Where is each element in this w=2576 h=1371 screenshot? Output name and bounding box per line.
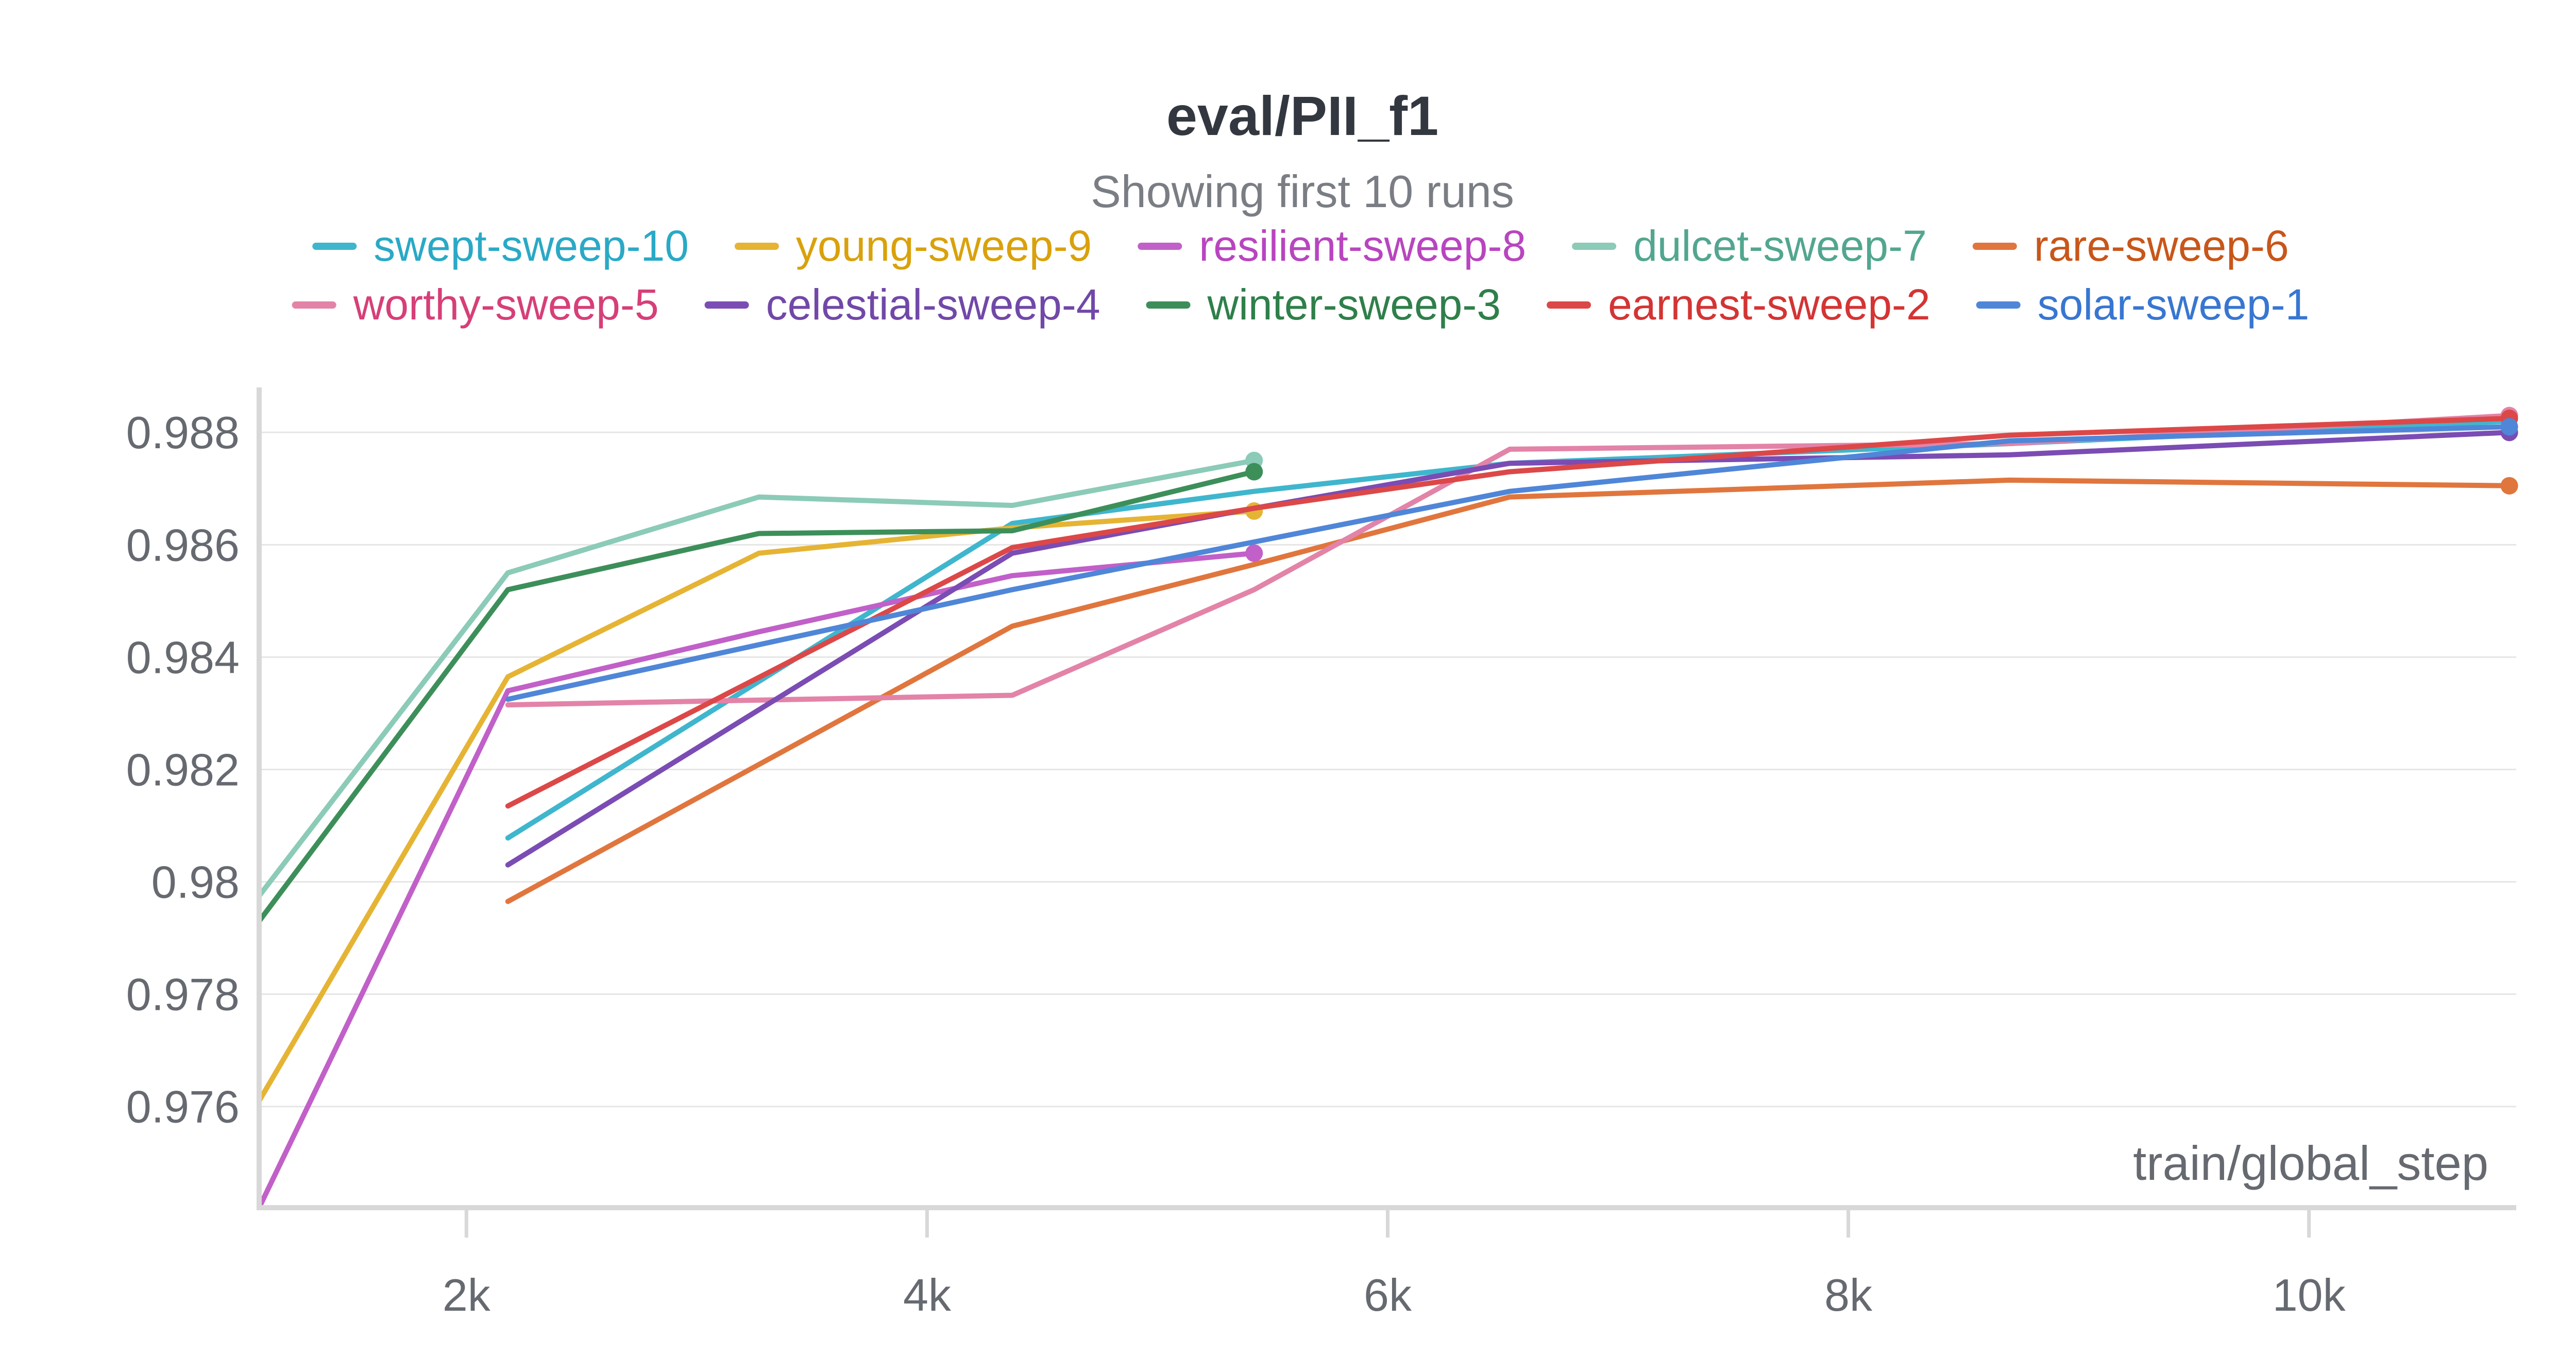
series-lines	[257, 407, 2518, 1210]
legend-label: worthy-sweep-5	[353, 280, 659, 329]
legend-item-solar-sweep-1[interactable]: solar-sweep-1	[1976, 280, 2310, 329]
axes-frame	[257, 387, 2516, 1210]
series-line-solar-sweep-1	[505, 424, 2512, 702]
legend-label: winter-sweep-3	[1207, 280, 1501, 329]
y-tick-label: 0.982	[126, 744, 240, 795]
y-tick-label: 0.984	[126, 632, 240, 683]
series-line-dulcet-sweep-7	[257, 458, 1257, 899]
x-tick-label: 2k	[443, 1270, 491, 1321]
legend-item-earnest-sweep-2[interactable]: earnest-sweep-2	[1547, 280, 1930, 329]
legend-label: young-sweep-9	[796, 222, 1092, 270]
end-point-winter-sweep-3	[1245, 463, 1263, 481]
series-line-worthy-sweep-5	[505, 413, 2512, 708]
y-tick-label: 0.976	[126, 1081, 240, 1132]
legend-label: solar-sweep-1	[2038, 280, 2310, 329]
y-tick-label: 0.978	[126, 969, 240, 1020]
x-tick-label: 6k	[1364, 1270, 1412, 1321]
x-tick-label: 8k	[1824, 1270, 1873, 1321]
legend-row: worthy-sweep-5 celestial-sweep-4 winter-sw…	[292, 280, 2310, 329]
legend: swept-sweep-10 young-sweep-9 resilient-swe…	[292, 222, 2310, 329]
legend-item-dulcet-sweep-7[interactable]: dulcet-sweep-7	[1572, 222, 1927, 270]
x-tick-label: 4k	[903, 1270, 952, 1321]
tick-labels: 0.976 0.978 0.98 0.982 0.984 0.986 0.988 2k 4k 6k…	[126, 407, 2346, 1321]
end-point-rare-sweep-6	[2500, 477, 2518, 495]
axes	[257, 387, 2516, 1210]
legend-label: celestial-sweep-4	[766, 280, 1100, 329]
end-point-resilient-sweep-8	[1245, 544, 1263, 562]
y-tick-label: 0.986	[126, 519, 240, 570]
chart-subtitle: Showing first 10 runs	[1091, 166, 1514, 217]
legend-item-young-sweep-9[interactable]: young-sweep-9	[734, 222, 1092, 270]
series-line-celestial-sweep-4	[505, 430, 2512, 868]
grid-lines	[259, 431, 2516, 1108]
series-line-resilient-sweep-8	[257, 550, 1257, 1210]
x-tick-label: 10k	[2273, 1270, 2346, 1321]
x-axis-label: train/global_step	[2133, 1136, 2488, 1190]
legend-item-celestial-sweep-4[interactable]: celestial-sweep-4	[704, 280, 1100, 329]
legend-item-worthy-sweep-5[interactable]: worthy-sweep-5	[292, 280, 659, 329]
legend-label: resilient-sweep-8	[1199, 222, 1526, 270]
legend-item-resilient-sweep-8[interactable]: resilient-sweep-8	[1138, 222, 1526, 270]
legend-label: rare-sweep-6	[2034, 222, 2289, 270]
chart-title: eval/PII_f1	[1166, 84, 1438, 147]
legend-item-winter-sweep-3[interactable]: winter-sweep-3	[1146, 280, 1501, 329]
legend-row: swept-sweep-10 young-sweep-9 resilient-swe…	[312, 222, 2289, 270]
series-line-earnest-sweep-2	[505, 416, 2512, 809]
legend-label: dulcet-sweep-7	[1633, 222, 1927, 270]
series-line-young-sweep-9	[257, 508, 1257, 1104]
legend-item-rare-sweep-6[interactable]: rare-sweep-6	[1972, 222, 2289, 270]
series-line-rare-sweep-6	[505, 477, 2512, 904]
y-tick-label: 0.988	[126, 407, 240, 458]
legend-label: earnest-sweep-2	[1608, 280, 1930, 329]
legend-label: swept-sweep-10	[374, 222, 689, 270]
end-point-solar-sweep-1	[2500, 418, 2518, 436]
y-tick-label: 0.98	[151, 857, 240, 908]
series-line-winter-sweep-3	[257, 469, 1257, 924]
legend-item-swept-sweep-10[interactable]: swept-sweep-10	[312, 222, 689, 270]
